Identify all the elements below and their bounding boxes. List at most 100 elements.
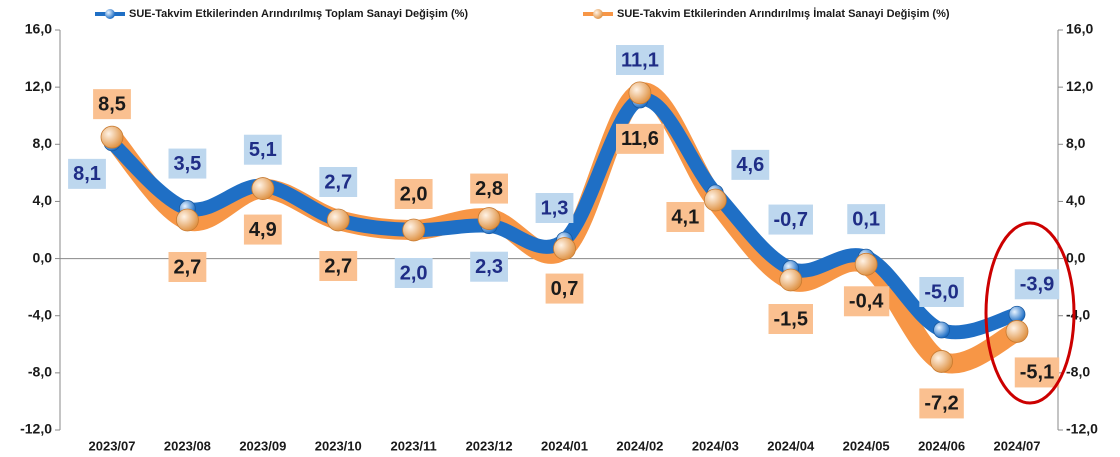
data-label: -7,2 — [924, 393, 958, 415]
data-label-box — [243, 134, 282, 165]
y2-tick-label: 16,0 — [1066, 21, 1093, 37]
point-marker — [854, 252, 878, 276]
data-label-box — [243, 214, 282, 245]
legend-marker — [593, 9, 603, 19]
legend-marker — [105, 9, 115, 19]
point-marker — [779, 268, 803, 292]
data-label-box — [394, 258, 433, 288]
data-label-box — [919, 277, 964, 307]
data-label: 2,0 — [400, 262, 428, 284]
data-label-box — [666, 202, 705, 232]
point-marker — [251, 177, 275, 200]
data-label: 2,7 — [324, 255, 352, 277]
data-label: 11,1 — [621, 49, 659, 71]
point-marker — [703, 188, 727, 212]
x-tick-label: 2024/07 — [994, 438, 1041, 453]
y-tick-label: -8,0 — [28, 364, 52, 380]
x-tick-label: 2023/07 — [89, 438, 136, 453]
data-label: 2,7 — [174, 256, 202, 278]
data-label: 3,5 — [174, 153, 202, 175]
x-tick-label: 2023/12 — [466, 438, 513, 453]
data-label-box — [1014, 269, 1060, 300]
x-tick-label: 2023/11 — [391, 438, 437, 453]
data-label: 8,5 — [98, 93, 126, 115]
data-label: 1,3 — [541, 197, 569, 219]
data-label: 0,7 — [551, 278, 579, 300]
highlight-ellipse — [984, 221, 1076, 405]
x-tick-label: 2024/05 — [843, 438, 890, 453]
y-tick-label: -12,0 — [20, 421, 52, 437]
data-label: 0,1 — [852, 208, 880, 230]
data-label-box — [1014, 357, 1060, 388]
point-marker — [477, 207, 501, 230]
y-tick-label: -4,0 — [28, 306, 52, 322]
data-label-box — [394, 179, 433, 209]
y-tick-label: 8,0 — [33, 135, 53, 151]
data-label: 2,3 — [475, 256, 503, 278]
y2-tick-label: 12,0 — [1066, 78, 1093, 94]
point-marker — [628, 81, 652, 105]
data-label-box — [319, 167, 358, 197]
y-tick-label: 4,0 — [33, 192, 53, 208]
x-tick-label: 2023/10 — [315, 438, 362, 453]
legend-label: SUE-Takvim Etkilerinden Arındırılmış İma… — [617, 7, 950, 20]
data-label-box — [919, 388, 964, 419]
data-label: -0,4 — [849, 291, 884, 313]
y2-tick-label: 8,0 — [1066, 135, 1086, 151]
data-label-box — [168, 148, 207, 179]
x-tick-label: 2024/01 — [541, 438, 588, 453]
data-label-box — [616, 45, 664, 75]
data-label-box — [616, 123, 664, 154]
data-label-box — [535, 193, 574, 223]
data-label: 2,7 — [324, 171, 352, 193]
data-label: -3,9 — [1020, 274, 1054, 296]
y2-tick-label: -4,0 — [1066, 306, 1090, 322]
data-label: -5,1 — [1020, 362, 1054, 384]
data-label-box — [847, 204, 886, 235]
data-label: 5,1 — [249, 139, 277, 161]
data-label: 4,6 — [736, 154, 764, 176]
data-label: 4,1 — [671, 206, 699, 228]
data-label: -1,5 — [774, 308, 808, 330]
data-label-box — [545, 273, 584, 304]
data-label: 2,8 — [475, 178, 503, 200]
x-tick-label: 2024/06 — [918, 438, 965, 453]
data-label: 4,9 — [249, 219, 277, 241]
data-label: 8,1 — [73, 163, 101, 185]
data-label: 2,0 — [400, 183, 428, 205]
data-label: -5,0 — [924, 281, 958, 303]
data-label-box — [68, 158, 106, 189]
point-marker — [402, 218, 426, 242]
y2-tick-label: -8,0 — [1066, 364, 1090, 380]
point-marker — [1008, 305, 1026, 323]
data-label-box — [843, 286, 890, 317]
data-label-box — [731, 149, 770, 180]
legend-label: SUE-Takvim Etkilerinden Arındırılmış Top… — [129, 8, 468, 20]
point-marker — [933, 321, 950, 339]
point-marker — [553, 237, 576, 260]
data-label-box — [768, 304, 813, 334]
data-label-box — [470, 173, 508, 204]
y-tick-label: 0,0 — [33, 249, 53, 265]
y2-tick-label: 0,0 — [1066, 249, 1086, 265]
x-tick-label: 2023/09 — [239, 438, 286, 453]
x-tick-label: 2024/04 — [767, 438, 815, 453]
point-marker — [176, 208, 199, 232]
y2-tick-label: 4,0 — [1066, 192, 1086, 208]
data-label-box — [319, 251, 358, 281]
x-tick-label: 2024/03 — [692, 438, 739, 453]
y-tick-label: 12,0 — [25, 78, 52, 94]
data-label-box — [470, 251, 508, 282]
y2-tick-label: -12,0 — [1066, 421, 1098, 437]
data-label: 11,6 — [621, 128, 659, 150]
data-label-box — [768, 204, 813, 235]
point-marker — [100, 125, 124, 149]
point-marker — [326, 208, 350, 232]
data-label: -0,7 — [774, 209, 808, 231]
y-tick-label: 16,0 — [25, 21, 52, 37]
point-marker — [1005, 320, 1029, 343]
x-tick-label: 2023/08 — [164, 438, 211, 453]
x-tick-label: 2024/02 — [616, 438, 663, 453]
data-label-box — [168, 252, 207, 282]
